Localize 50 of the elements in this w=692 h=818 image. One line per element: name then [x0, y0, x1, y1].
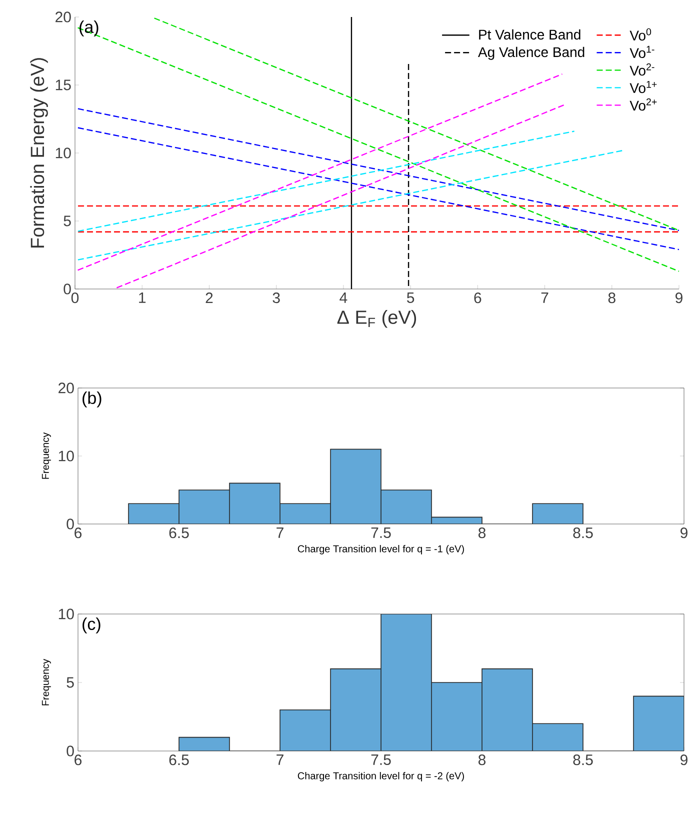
legend-label: Vo$^{1+}$: [630, 80, 657, 94]
y-axis-title: Frequency: [42, 658, 52, 706]
y-tick-label: 10: [59, 608, 74, 620]
annotation: (c): [82, 618, 101, 634]
y-tick-label: 15: [56, 80, 72, 90]
x-tick-label: 2: [206, 292, 213, 303]
y-tick-label: 10: [56, 148, 72, 158]
x-tick-label: 8.5: [573, 528, 594, 538]
x-tick-label: 1: [139, 292, 146, 303]
legend-label: Vo$^{2+}$: [630, 98, 657, 111]
x-tick-label: 6.5: [170, 528, 190, 538]
y-tick-label: 0: [66, 518, 74, 530]
x-tick-label: 9: [676, 292, 683, 304]
x-tick-label: 7.5: [372, 528, 392, 538]
y-axis-title: Frequency: [42, 432, 52, 479]
y-axis-title: Formation Energy (eV): [30, 58, 48, 248]
x-tick-label: 7: [542, 292, 548, 303]
legend-label: Vo$^{1-}$: [630, 46, 655, 58]
legend-label: Ag Valence Band: [478, 46, 584, 60]
x-tick-label: 6: [474, 292, 482, 304]
x-axis-title: Charge Transition level for q = -2 (eV): [298, 772, 464, 782]
y-tick-label: 0: [66, 746, 74, 756]
x-tick-label: 4: [340, 292, 348, 303]
y-tick-label: 10: [59, 450, 74, 462]
y-tick-label: 5: [66, 677, 74, 688]
y-tick-label: 20: [58, 382, 74, 394]
x-tick-label: 9: [680, 754, 688, 766]
x-tick-label: 6: [74, 528, 82, 538]
x-tick-label: 6.5: [170, 754, 190, 766]
x-tick-label: 7: [276, 754, 284, 765]
x-tick-label: 7.5: [372, 754, 392, 765]
annotation: (b): [82, 392, 102, 408]
legend-label: Vo$^{2-}$: [630, 63, 655, 76]
y-tick-label: 0: [64, 284, 72, 294]
legend-label: Vo$^{0}$: [630, 28, 652, 41]
y-tick-label: 20: [56, 12, 72, 22]
x-tick-label: 3: [272, 292, 280, 304]
x-axis-title: Charge Transition level for q = -1 (eV): [298, 545, 464, 554]
y-tick-label: 5: [64, 216, 72, 226]
x-axis-title: Δ E$_{F}$ (eV): [338, 310, 416, 328]
legend-label: Pt Valence Band: [479, 29, 581, 40]
x-tick-label: 8: [478, 528, 486, 538]
x-tick-label: 7: [276, 528, 284, 538]
x-tick-label: 5: [407, 292, 414, 303]
x-tick-label: 8.5: [573, 754, 594, 766]
x-tick-label: 8: [608, 292, 616, 304]
x-tick-label: 8: [478, 754, 486, 766]
x-tick-label: 6: [74, 754, 82, 766]
annotation: (a): [80, 20, 99, 36]
x-tick-label: 9: [680, 528, 688, 538]
